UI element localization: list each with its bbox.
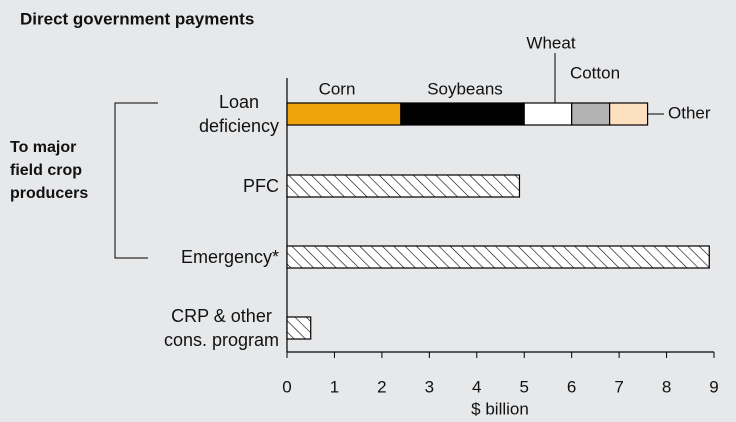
series-label: Cotton [570,63,620,82]
category-label: Loan deficiency [198,92,279,136]
x-tick-label: 1 [330,377,339,396]
x-tick-label: 5 [519,377,528,396]
bar-segment [571,102,611,126]
series-label: Corn [319,79,356,98]
series-label: Other [668,103,711,122]
x-tick-label: 4 [472,377,481,396]
x-tick-label: 7 [614,377,623,396]
series-label: Wheat [526,33,575,52]
bracket [114,102,158,259]
x-tick-label: 3 [425,377,434,396]
bar-segment [286,102,402,126]
x-tick-label: 9 [709,377,718,396]
x-tick-label: 2 [377,377,386,396]
bar-segment [400,102,525,126]
group-label: To major field crop producers [10,139,89,202]
chart-title: Direct government payments [20,9,254,28]
x-tick-label: 8 [662,377,671,396]
bar [286,316,312,340]
series-label: Soybeans [427,79,503,98]
x-tick-label: 6 [567,377,576,396]
x-tick-label: 0 [282,377,291,396]
category-label: CRP & other cons. program [163,306,279,350]
bar [286,245,710,269]
category-label: Emergency* [180,247,279,267]
bar-segment [523,102,573,126]
category-label: PFC [243,176,279,196]
bar [286,174,521,198]
x-axis-label: $ billion [471,399,529,418]
bar-segment [609,102,649,126]
